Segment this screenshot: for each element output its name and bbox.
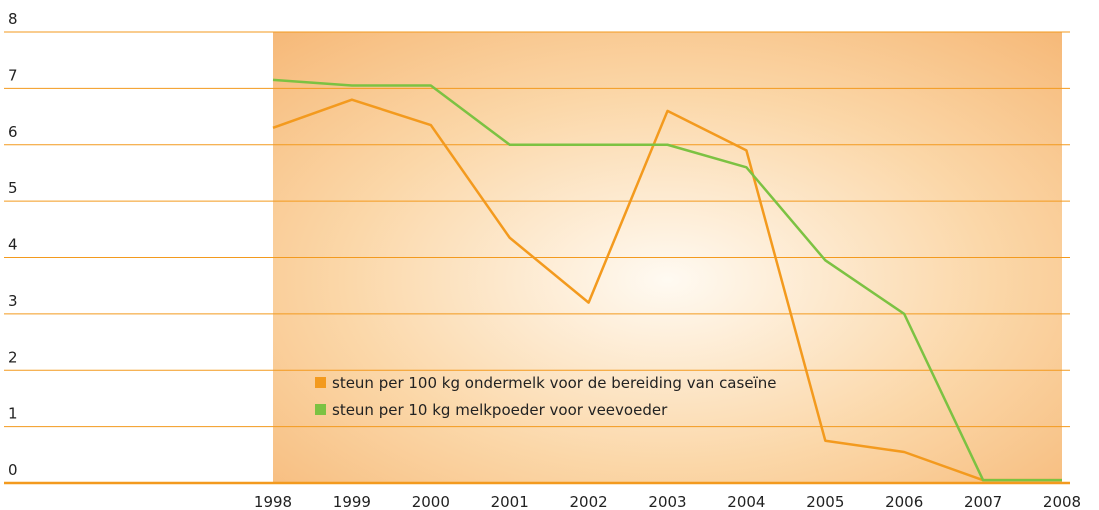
y-tick-label: 0 <box>8 461 18 479</box>
x-tick-label: 2000 <box>412 493 450 510</box>
legend-swatch <box>315 404 326 415</box>
y-tick-label: 7 <box>8 66 18 84</box>
x-tick-label: 2007 <box>964 493 1002 510</box>
y-tick-label: 8 <box>8 10 18 28</box>
x-tick-label: 2004 <box>727 493 765 510</box>
x-tick-label: 2001 <box>491 493 529 510</box>
y-tick-label: 6 <box>8 123 18 141</box>
x-tick-label: 2005 <box>806 493 844 510</box>
x-tick-label: 2003 <box>648 493 686 510</box>
x-tick-label: 2002 <box>570 493 608 510</box>
series-line <box>272 98 1062 482</box>
x-tick-label: 1999 <box>333 493 371 510</box>
legend-swatch <box>315 377 326 388</box>
y-tick-label: 4 <box>8 236 18 254</box>
x-tick-label: 2008 <box>1043 493 1081 510</box>
y-tick-label: 2 <box>8 348 18 366</box>
legend-label: steun per 10 kg melkpoeder voor veevoede… <box>332 401 668 419</box>
x-tick-label: 1998 <box>254 493 292 510</box>
y-tick-label: 5 <box>8 179 18 197</box>
x-tick-label: 2006 <box>885 493 923 510</box>
y-tick-label: 1 <box>8 405 18 423</box>
series-line <box>272 78 1062 482</box>
y-tick-label: 3 <box>8 292 18 310</box>
legend-label: steun per 100 kg ondermelk voor de berei… <box>332 374 776 392</box>
